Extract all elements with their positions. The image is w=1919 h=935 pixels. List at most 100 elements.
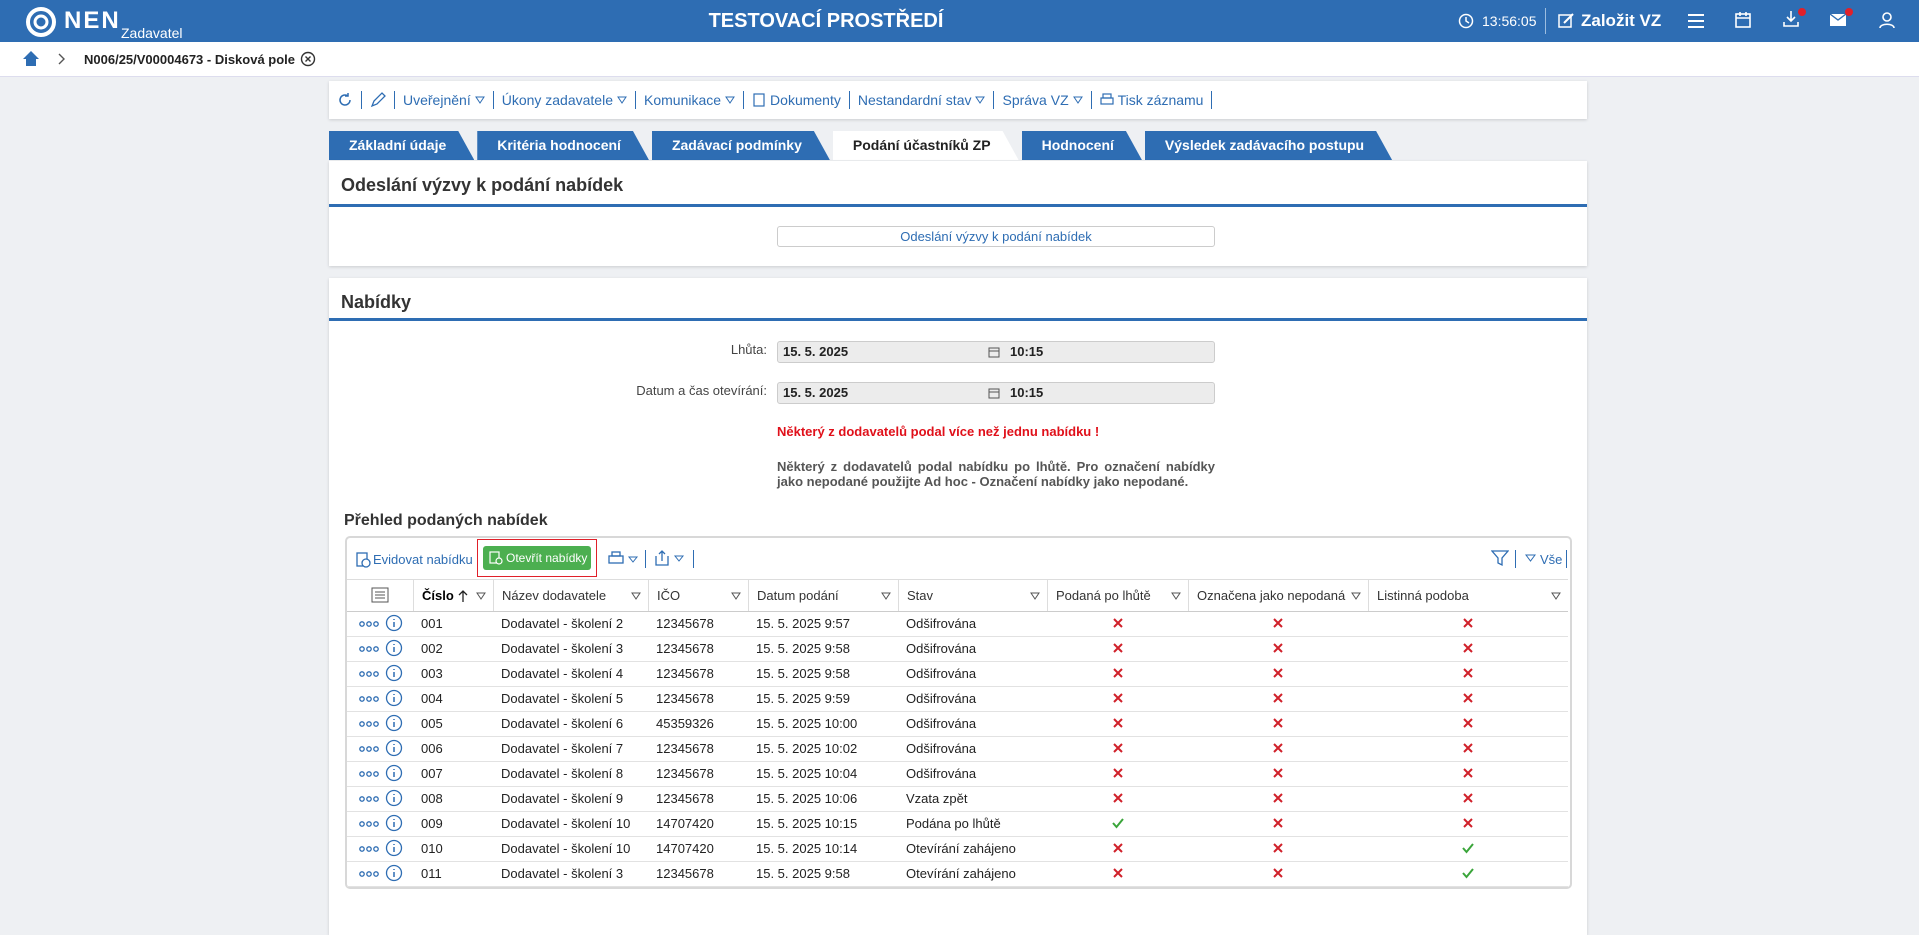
cell: 009 [413,811,493,836]
filter-arrow[interactable] [476,591,486,601]
dropdown-icon[interactable] [1525,553,1537,563]
column-header[interactable]: IČO [648,580,749,611]
row-info-icon[interactable] [385,839,403,857]
row-info-icon[interactable] [385,739,403,757]
send-invite-button[interactable]: Odeslání výzvy k podání nabídek [777,226,1215,247]
edit-icon[interactable] [370,92,386,108]
filter-arrow[interactable] [1030,591,1040,601]
cell: 003 [413,661,493,686]
icon-part [373,746,379,752]
column-header[interactable]: Číslo [413,580,494,611]
warning: Některý z dodavatelů podal více než jedn… [777,424,1100,439]
row-info-icon[interactable] [385,814,403,832]
row-menu-icon[interactable] [359,870,379,878]
toolbar-item[interactable]: Úkony zadavatele [502,92,627,108]
calendar-icon [988,388,1000,399]
calendar-icon[interactable] [1734,11,1752,29]
register-button[interactable]: Evidovat nabídku [373,552,473,567]
row-info-icon[interactable] [385,789,403,807]
register-icon[interactable] [355,552,371,568]
icon-part [385,639,403,657]
column-header[interactable]: Stav [898,580,1048,611]
cell-text: 15. 5. 2025 10:00 [756,716,858,731]
row-menu-icon[interactable] [359,820,379,828]
cell: Dodavatel - školení 10 [493,836,648,861]
cell [1368,711,1568,736]
row-info-icon[interactable] [385,864,403,882]
row-menu-icon[interactable] [359,795,379,803]
column-header[interactable]: Označena jako nepodaná [1188,580,1369,611]
row-menu-icon[interactable] [359,620,379,628]
home-icon[interactable] [22,50,40,67]
print-menu[interactable] [607,550,641,568]
cell: 14707420 [648,836,748,861]
row-menu-icon[interactable] [359,720,379,728]
breadcrumb-item[interactable]: N006/25/V00004673 - Disková pole [84,52,296,67]
dropdown-icon [975,96,986,104]
env-title: TESTOVACÍ PROSTŘEDÍ [708,10,944,32]
icon-part [1462,868,1474,879]
tab[interactable]: Podání účastníků ZP [833,131,1019,160]
toolbar-item[interactable]: Dokumenty [752,92,841,108]
cell-text: Dodavatel - školení 10 [501,841,631,856]
icon-part [1273,818,1283,828]
row-menu-icon[interactable] [359,770,379,778]
row-info-icon[interactable] [385,614,403,632]
icon-part [1030,592,1040,600]
filter-arrow[interactable] [1171,591,1181,601]
row-menu-icon[interactable] [359,645,379,653]
icon-part [1273,618,1283,628]
column-settings-icon[interactable] [371,587,389,603]
toolbar-item[interactable]: Správa VZ [1002,92,1083,108]
tab[interactable]: Zadávací podmínky [652,131,830,160]
tab[interactable]: Hodnocení [1022,131,1142,160]
cross-icon [1463,818,1473,828]
column-header[interactable]: Název dodavatele [493,580,649,611]
row-info-icon[interactable] [385,764,403,782]
toolbar-item[interactable]: Uveřejnění [403,92,485,108]
cross-icon [1112,743,1123,753]
cell-text: Dodavatel - školení 7 [501,741,624,756]
filter-arrow[interactable] [881,591,891,601]
toolbar-item[interactable]: Tisk záznamu [1100,92,1203,108]
mail-icon[interactable] [1829,8,1853,30]
column-header[interactable]: Datum podání [748,580,899,611]
row-menu-icon[interactable] [359,745,379,753]
row-info-icon[interactable] [385,664,403,682]
toolbar-item[interactable]: Nestandardní stav [858,92,986,108]
cell [1047,736,1188,761]
column-header[interactable]: Podaná po lhůtě [1047,580,1189,611]
label: Správa VZ [1002,92,1069,108]
cell-text: 14707420 [656,841,714,856]
filter-arrow[interactable] [1551,591,1561,601]
export-menu[interactable] [653,549,687,567]
close-icon[interactable] [300,51,316,67]
cell-text: 15. 5. 2025 10:06 [756,791,858,806]
row-info-icon[interactable] [385,689,403,707]
toolbar-item[interactable]: Komunikace [644,92,735,108]
column-title: IČO [657,588,681,603]
row-menu-icon[interactable] [359,670,379,678]
row-menu-icon[interactable] [359,695,379,703]
filter-arrow[interactable] [631,591,641,601]
open-offers-button[interactable]: Otevřít nabídky [483,546,591,570]
filter-icon[interactable] [1491,549,1509,567]
tab[interactable]: Výsledek zadávacího postupu [1145,131,1392,160]
filter-all[interactable]: Vše [1540,552,1563,567]
filter-arrow[interactable] [731,591,741,601]
refresh-icon[interactable] [337,92,353,108]
download-icon[interactable] [1782,8,1806,30]
separator [394,91,395,109]
user-icon[interactable] [1878,11,1896,29]
filter-arrow[interactable] [1351,591,1361,601]
column-header[interactable]: Listinná podoba [1368,580,1569,611]
menu-icon[interactable] [1687,12,1705,30]
tab[interactable]: Kritéria hodnocení [477,131,649,160]
tab[interactable]: Základní údaje [329,131,474,160]
create-button[interactable]: Založit VZ [1581,11,1662,30]
row-info-icon[interactable] [385,714,403,732]
row-menu-icon[interactable] [359,845,379,853]
edit-icon[interactable] [1557,12,1575,30]
row-info-icon[interactable] [385,639,403,657]
icon-part [1273,868,1283,878]
